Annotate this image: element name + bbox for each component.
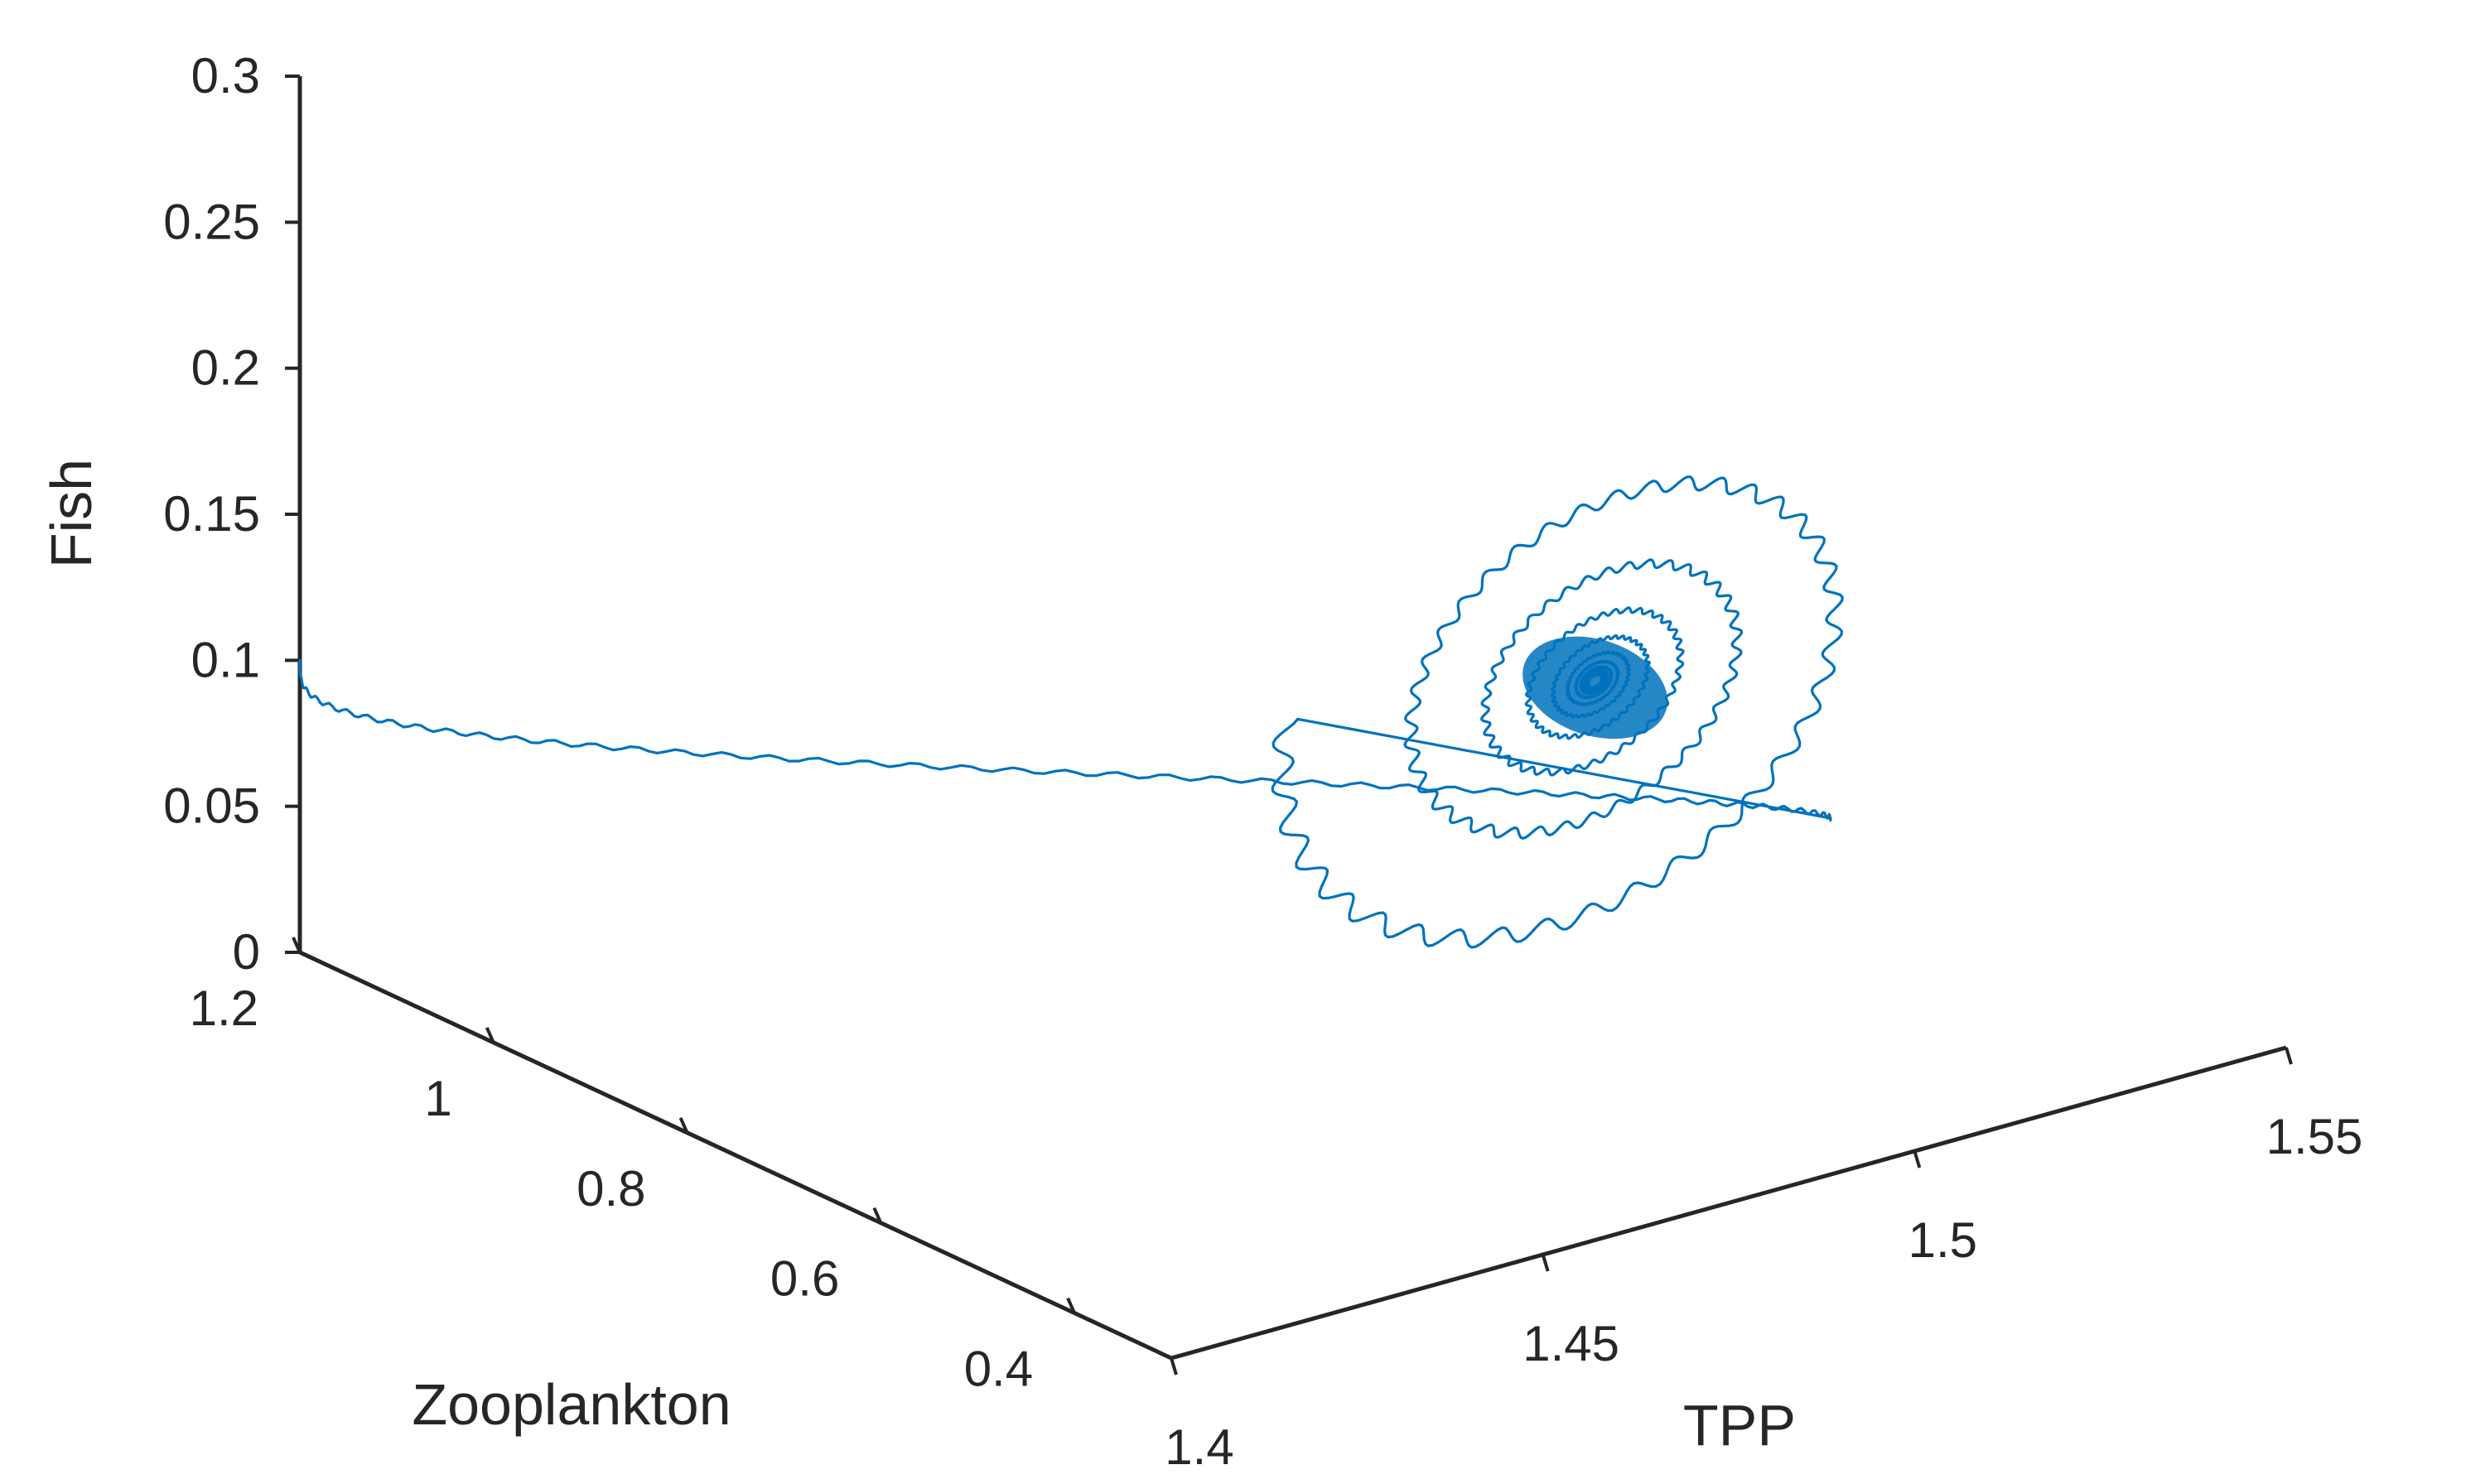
zooplankton-axis-label: Zooplankton bbox=[412, 1372, 731, 1437]
zooplankton-tick-label: 0.6 bbox=[770, 1251, 839, 1307]
tpp-tick-mark bbox=[2285, 1047, 2293, 1065]
tpp-axis-label: TPP bbox=[1683, 1393, 1796, 1458]
zooplankton-axis-line bbox=[298, 950, 1173, 1361]
equilibrium-core bbox=[1522, 636, 1668, 740]
zooplankton-tick-mark bbox=[485, 1027, 495, 1043]
trajectory-line bbox=[298, 475, 1844, 949]
z-tick-label: 0.3 bbox=[191, 48, 260, 104]
trajectory-group bbox=[298, 475, 1844, 949]
tpp-tick-label: 1.4 bbox=[1165, 1419, 1233, 1475]
tpp-tick-label: 1.55 bbox=[2266, 1109, 2363, 1164]
zooplankton-tick-mark bbox=[292, 937, 302, 953]
z-tick-label: 0.1 bbox=[191, 632, 260, 687]
zooplankton-tick-label: 0.4 bbox=[964, 1342, 1033, 1397]
tpp-tick-mark bbox=[1541, 1254, 1550, 1272]
z-tick-label: 0.25 bbox=[163, 194, 260, 249]
z-tick-label: 0.2 bbox=[191, 340, 260, 396]
zooplankton-tick-mark bbox=[872, 1207, 883, 1224]
ticks: 0 0.05 0.1 0.15 0.2 0.25 0.3 0.4 0.6 0.8 1 1.2 1.4 1.… bbox=[163, 48, 2362, 1475]
zooplankton-tick-mark bbox=[1066, 1297, 1076, 1314]
z-tick-label: 0.05 bbox=[163, 778, 260, 834]
z-axis-label: Fish bbox=[39, 459, 104, 568]
tpp-tick-mark bbox=[1170, 1357, 1178, 1376]
zooplankton-tick-label: 0.8 bbox=[577, 1161, 645, 1217]
tpp-tick-label: 1.5 bbox=[1908, 1212, 1977, 1268]
zooplankton-tick-mark bbox=[678, 1116, 689, 1134]
z-tick-label: 0 bbox=[233, 924, 260, 980]
tpp-tick-label: 1.45 bbox=[1522, 1316, 1619, 1371]
tpp-axis-line bbox=[1170, 1045, 2287, 1361]
z-tick-label: 0.15 bbox=[163, 486, 260, 542]
zooplankton-tick-label: 1.2 bbox=[190, 980, 258, 1036]
zooplankton-tick-label: 1 bbox=[424, 1071, 451, 1126]
tpp-tick-mark bbox=[1913, 1150, 1922, 1168]
